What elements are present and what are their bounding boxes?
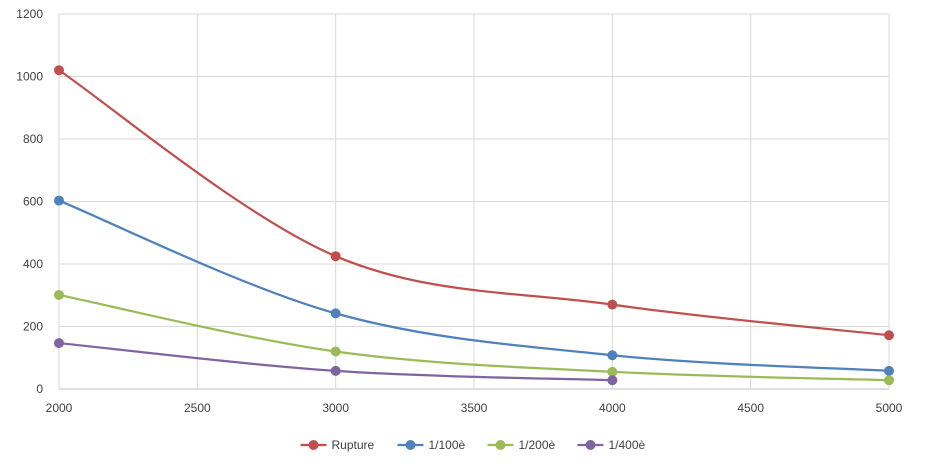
x-tick-label: 4500 [737, 401, 764, 415]
data-point [884, 365, 894, 376]
x-tick-label: 4000 [599, 401, 626, 415]
data-point [607, 366, 618, 377]
series-1 [54, 195, 894, 376]
y-tick-label: 1200 [16, 7, 43, 21]
data-point [884, 330, 894, 341]
y-tick-label: 1000 [16, 70, 43, 84]
x-tick-label: 2000 [46, 401, 73, 415]
series-0 [54, 65, 894, 341]
legend-swatch-marker [308, 440, 319, 450]
legend-swatch-marker [585, 440, 596, 450]
legend: Rupture 1/100è 1/200è 1/400è [300, 438, 646, 452]
data-point [330, 346, 341, 357]
legend-label: 1/400è [609, 438, 646, 452]
legend-label: Rupture [332, 438, 375, 452]
y-axis-ticks: 0 200 400 600 800 1000 1200 [16, 7, 43, 396]
data-point [54, 289, 64, 300]
data-point [330, 251, 341, 262]
data-point [330, 308, 341, 319]
legend-item: 1/400è [577, 438, 646, 452]
y-tick-label: 400 [23, 257, 43, 271]
data-point [54, 65, 64, 76]
data-point [54, 338, 64, 349]
series-line [58, 199, 890, 372]
series-line [58, 69, 890, 337]
series-layer [54, 65, 894, 386]
data-point [607, 299, 618, 310]
x-tick-label: 2500 [184, 401, 211, 415]
data-point [330, 365, 341, 376]
legend-item: Rupture [300, 438, 375, 452]
y-tick-label: 200 [23, 320, 43, 334]
legend-swatch-marker [405, 440, 416, 450]
x-axis-ticks: 2000 2500 3000 3500 4000 4500 5000 [46, 401, 903, 415]
data-point [884, 375, 894, 386]
series-3 [54, 338, 618, 386]
data-point [54, 195, 64, 206]
gridlines [58, 13, 890, 390]
legend-label: 1/100è [429, 438, 466, 452]
y-tick-label: 800 [23, 132, 43, 146]
data-point [607, 375, 618, 386]
y-tick-label: 600 [23, 195, 43, 209]
legend-item: 1/100è [397, 438, 466, 452]
series-2 [54, 289, 894, 386]
legend-label: 1/200è [519, 438, 556, 452]
y-tick-label: 0 [36, 382, 43, 396]
data-point [607, 350, 618, 361]
x-tick-label: 3000 [322, 401, 349, 415]
legend-item: 1/200è [487, 438, 556, 452]
x-tick-label: 5000 [876, 401, 903, 415]
x-tick-label: 3500 [461, 401, 488, 415]
series-line [58, 293, 890, 382]
legend-swatch-marker [495, 440, 506, 450]
